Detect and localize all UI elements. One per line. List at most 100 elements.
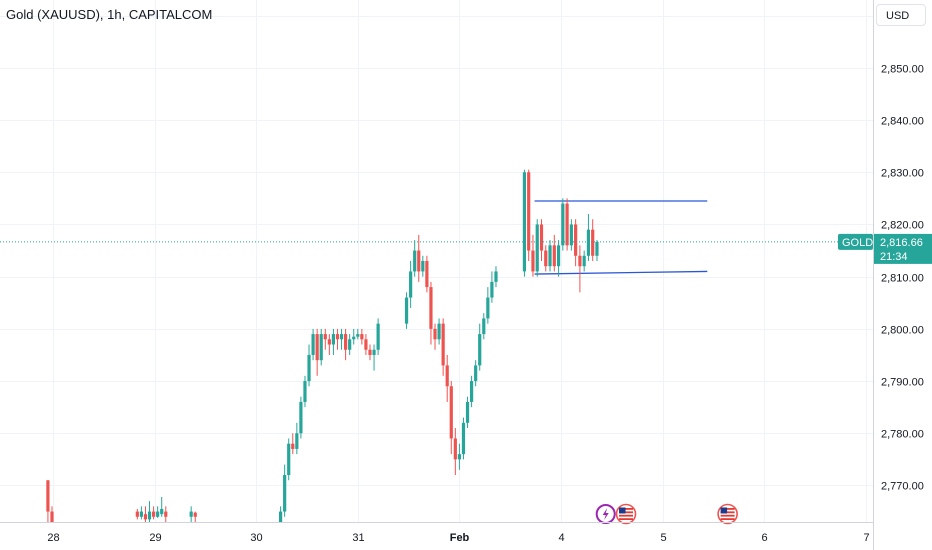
candle bbox=[453, 428, 457, 476]
candle bbox=[339, 328, 344, 350]
candle bbox=[291, 433, 295, 455]
candle bbox=[561, 198, 565, 251]
candle bbox=[364, 334, 368, 355]
candle bbox=[482, 313, 486, 340]
chart-title: Gold (XAUUSD), 1h, CAPITALCOM bbox=[6, 7, 213, 22]
candle bbox=[193, 511, 197, 522]
horizontal-levels bbox=[534, 200, 708, 275]
y-tick-label: 2,840.00 bbox=[881, 116, 924, 128]
candle bbox=[376, 318, 380, 355]
y-tick-label: 2,810.00 bbox=[881, 273, 924, 285]
candle bbox=[527, 169, 531, 261]
candle bbox=[556, 240, 561, 277]
candle bbox=[437, 318, 441, 345]
x-tick-label: 30 bbox=[250, 532, 262, 544]
price-axis[interactable]: 2,770.00 2,780.00 2,790.00 2,800.00 2,810.00… bbox=[873, 0, 924, 550]
candle bbox=[368, 344, 372, 361]
candle bbox=[433, 323, 437, 350]
candle bbox=[50, 506, 54, 522]
x-tick-label: Feb bbox=[450, 532, 470, 544]
candle bbox=[295, 422, 299, 455]
us-flag-icon[interactable] bbox=[717, 503, 738, 525]
candle bbox=[465, 396, 470, 429]
candle bbox=[544, 245, 548, 272]
candle bbox=[164, 506, 168, 522]
event-markers bbox=[595, 503, 738, 525]
us-flag-icon[interactable] bbox=[615, 503, 637, 525]
candle bbox=[417, 234, 421, 282]
candle bbox=[421, 255, 425, 277]
candle bbox=[315, 328, 319, 376]
candle bbox=[478, 323, 482, 371]
candle bbox=[535, 219, 539, 277]
candle bbox=[461, 417, 466, 460]
candle bbox=[486, 287, 490, 324]
candle bbox=[299, 396, 303, 439]
candle bbox=[469, 375, 474, 408]
last-price-badge: GOLD 2,816.66 21:34 bbox=[838, 233, 932, 264]
candle bbox=[323, 328, 327, 350]
candle bbox=[474, 360, 478, 387]
y-tick-label: 2,830.00 bbox=[881, 168, 924, 180]
candle bbox=[552, 234, 556, 272]
candle bbox=[147, 501, 152, 522]
candle bbox=[156, 506, 160, 518]
y-tick-label: 2,820.00 bbox=[881, 220, 924, 232]
candle bbox=[404, 292, 409, 329]
x-tick-label: 5 bbox=[660, 532, 666, 544]
candle bbox=[582, 250, 586, 272]
candle bbox=[335, 328, 340, 350]
candle bbox=[445, 354, 449, 402]
candle bbox=[574, 219, 578, 267]
candlestick-series bbox=[46, 169, 599, 522]
y-tick-label: 2,790.00 bbox=[881, 377, 924, 389]
x-tick-label: 29 bbox=[149, 532, 161, 544]
candle bbox=[429, 281, 433, 345]
candle bbox=[189, 506, 193, 522]
candle bbox=[278, 506, 283, 522]
candle bbox=[151, 506, 156, 520]
y-tick-label: 2,780.00 bbox=[881, 429, 924, 441]
candle bbox=[135, 508, 139, 520]
y-tick-label: 2,770.00 bbox=[881, 481, 924, 493]
candle bbox=[457, 443, 461, 470]
candle bbox=[139, 506, 143, 520]
candle bbox=[531, 234, 535, 277]
candle bbox=[331, 328, 336, 355]
candle bbox=[591, 219, 595, 261]
candle bbox=[360, 328, 364, 345]
x-tick-label: 31 bbox=[352, 532, 364, 544]
x-tick-label: 7 bbox=[863, 532, 869, 544]
candle bbox=[372, 344, 376, 371]
candle bbox=[352, 328, 356, 345]
candle bbox=[565, 198, 569, 251]
candle bbox=[356, 328, 360, 340]
candle bbox=[319, 328, 323, 366]
countdown-text: 21:34 bbox=[880, 251, 908, 263]
candle bbox=[449, 381, 453, 455]
candle bbox=[303, 375, 307, 408]
candle bbox=[548, 240, 552, 272]
candle bbox=[569, 219, 573, 251]
chart-grid bbox=[0, 0, 873, 522]
x-tick-label: 6 bbox=[761, 532, 767, 544]
candle bbox=[578, 245, 582, 293]
symbol-badge-text: GOLD bbox=[842, 237, 873, 249]
candle bbox=[490, 271, 494, 303]
candle bbox=[441, 318, 445, 376]
candle bbox=[287, 438, 291, 481]
candle bbox=[283, 464, 287, 517]
candle bbox=[586, 214, 591, 261]
candle bbox=[348, 334, 352, 355]
candle bbox=[494, 266, 498, 288]
lightning-icon[interactable] bbox=[595, 504, 616, 524]
time-axis[interactable]: 28 29 30 31 Feb 4 5 6 7 bbox=[0, 522, 873, 545]
price-badge-text: 2,816.66 bbox=[880, 237, 923, 249]
candle bbox=[46, 480, 50, 522]
x-tick-label: 28 bbox=[47, 532, 59, 544]
x-tick-label: 4 bbox=[558, 532, 564, 544]
candle bbox=[595, 240, 599, 261]
currency-button[interactable]: USD bbox=[876, 4, 926, 26]
level-line[interactable] bbox=[534, 270, 708, 275]
